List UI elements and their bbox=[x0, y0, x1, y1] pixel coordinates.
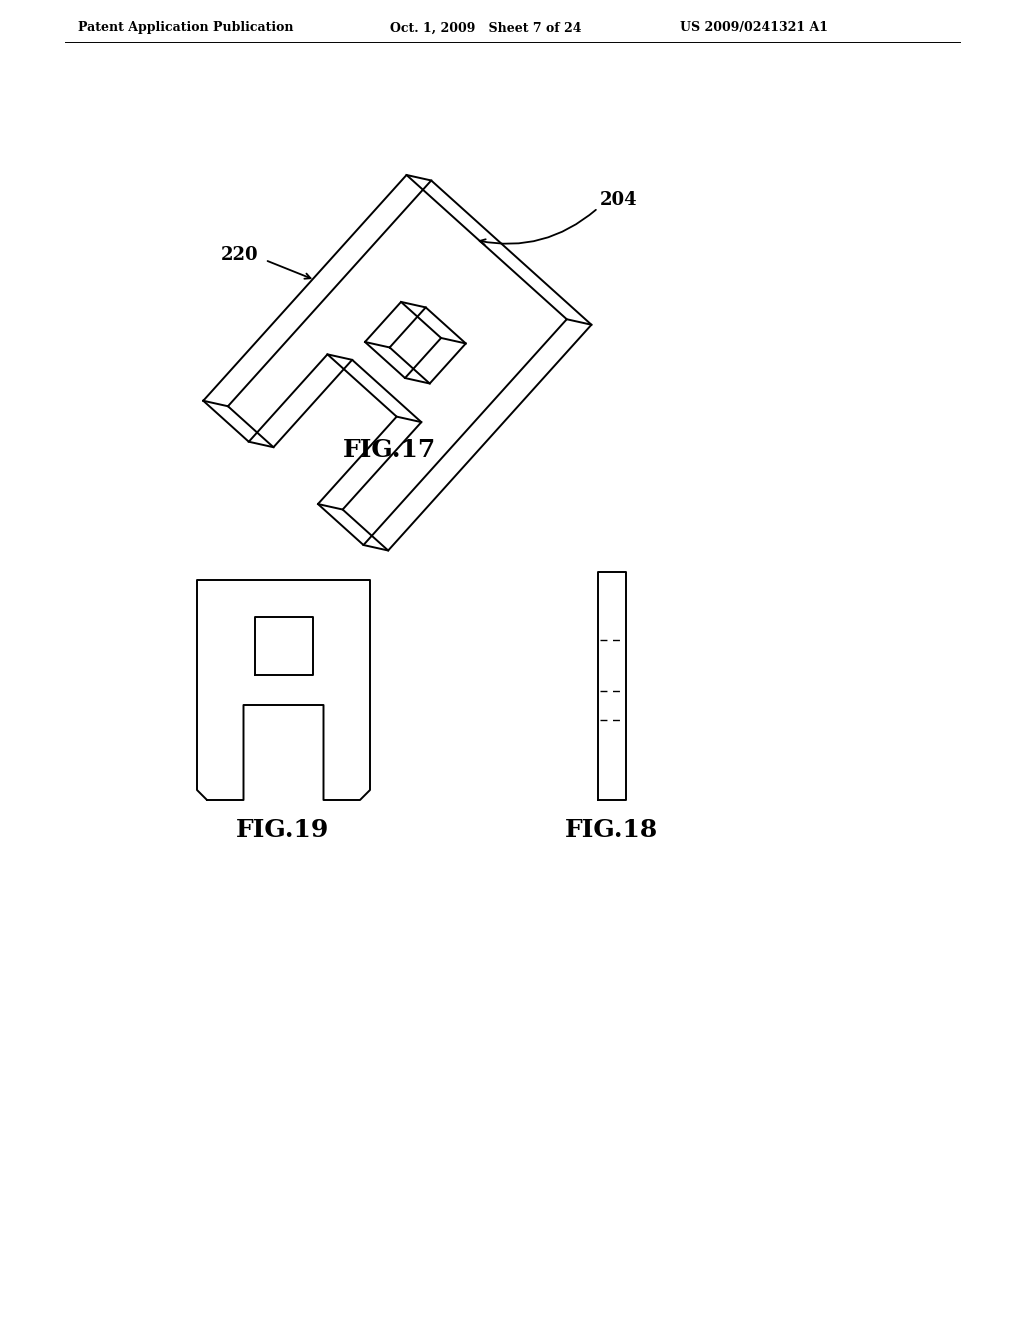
Text: US 2009/0241321 A1: US 2009/0241321 A1 bbox=[680, 21, 828, 34]
Text: FIG.19: FIG.19 bbox=[237, 818, 330, 842]
Text: Patent Application Publication: Patent Application Publication bbox=[78, 21, 294, 34]
Text: FIG.17: FIG.17 bbox=[343, 438, 436, 462]
Text: FIG.18: FIG.18 bbox=[565, 818, 658, 842]
Text: 220: 220 bbox=[220, 246, 258, 264]
Text: Oct. 1, 2009   Sheet 7 of 24: Oct. 1, 2009 Sheet 7 of 24 bbox=[390, 21, 582, 34]
Text: 204: 204 bbox=[600, 191, 638, 209]
